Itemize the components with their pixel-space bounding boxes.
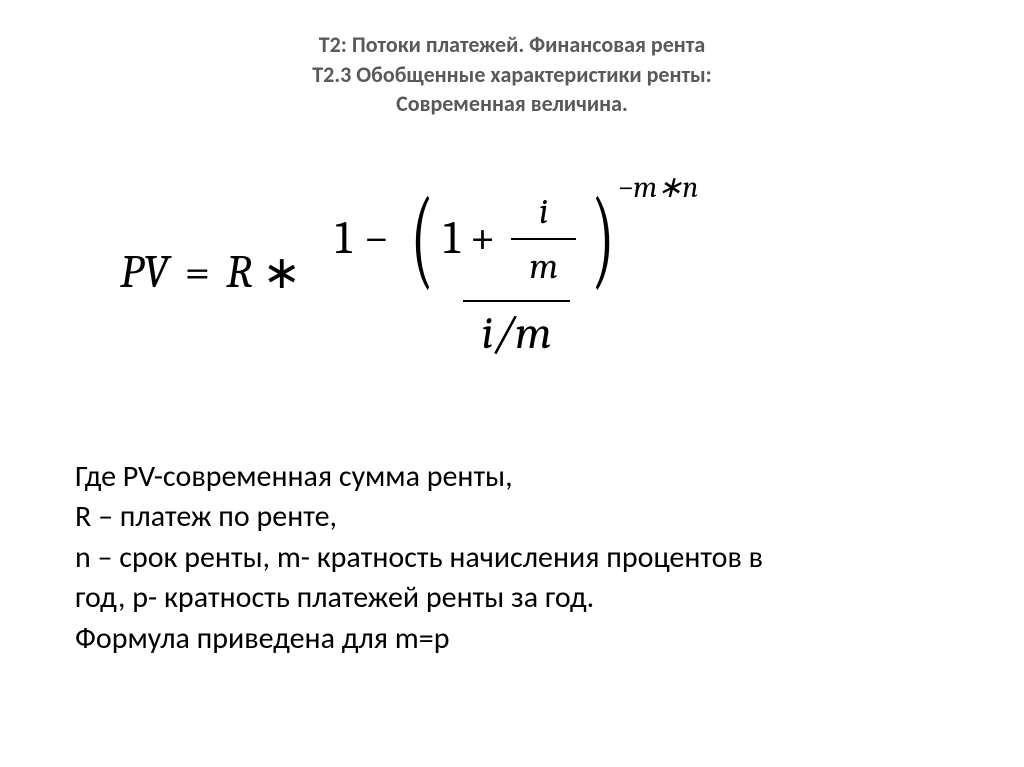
inner-fraction: i m: [511, 185, 576, 294]
main-fraction: 1 − ( 1 + i m ) −m∗n: [317, 179, 716, 367]
inner-plus: +: [470, 213, 495, 266]
slide: Т2: Потоки платежей. Финансовая рента Т2…: [0, 0, 1024, 767]
inner-frac-num: i: [521, 185, 566, 238]
formula-R: R: [226, 246, 252, 299]
description-block: Где PV-современная сумма ренты, R – плат…: [50, 457, 974, 660]
open-paren: (: [411, 198, 434, 281]
main-denominator: i/m: [463, 300, 569, 367]
inner-frac-den: m: [511, 238, 576, 293]
inner-one: 1: [443, 213, 460, 266]
formula-container: PV = R ∗ 1 − ( 1 + i m: [50, 179, 974, 367]
main-numerator: 1 − ( 1 + i m ) −m∗n: [317, 179, 716, 300]
desc-line-3: n – срок ренты, m- кратность начисления …: [75, 538, 934, 579]
slide-heading: Т2: Потоки платежей. Финансовая рента Т2…: [50, 30, 974, 119]
desc-line-1: Где PV-современная сумма ренты,: [75, 457, 934, 498]
desc-line-2: R – платеж по ренте,: [75, 497, 934, 538]
desc-line-5: Формула приведена для m=p: [75, 619, 934, 660]
exponent: −m∗n: [618, 171, 698, 206]
numerator-minus: −: [364, 213, 389, 266]
paren-group: ( 1 + i m ): [401, 185, 624, 294]
heading-line-3: Современная величина.: [50, 89, 974, 119]
numerator-one: 1: [335, 213, 352, 266]
formula-lhs: PV: [120, 246, 169, 299]
close-paren: ): [592, 198, 615, 281]
heading-line-2: Т2.3 Обобщенные характеристики ренты:: [50, 60, 974, 90]
equals-sign: =: [185, 246, 210, 299]
asterisk-1: ∗: [262, 245, 301, 300]
heading-line-1: Т2: Потоки платежей. Финансовая рента: [50, 30, 974, 60]
desc-line-4: год, p- кратность платежей ренты за год.: [75, 578, 934, 619]
pv-formula: PV = R ∗ 1 − ( 1 + i m: [120, 179, 722, 367]
